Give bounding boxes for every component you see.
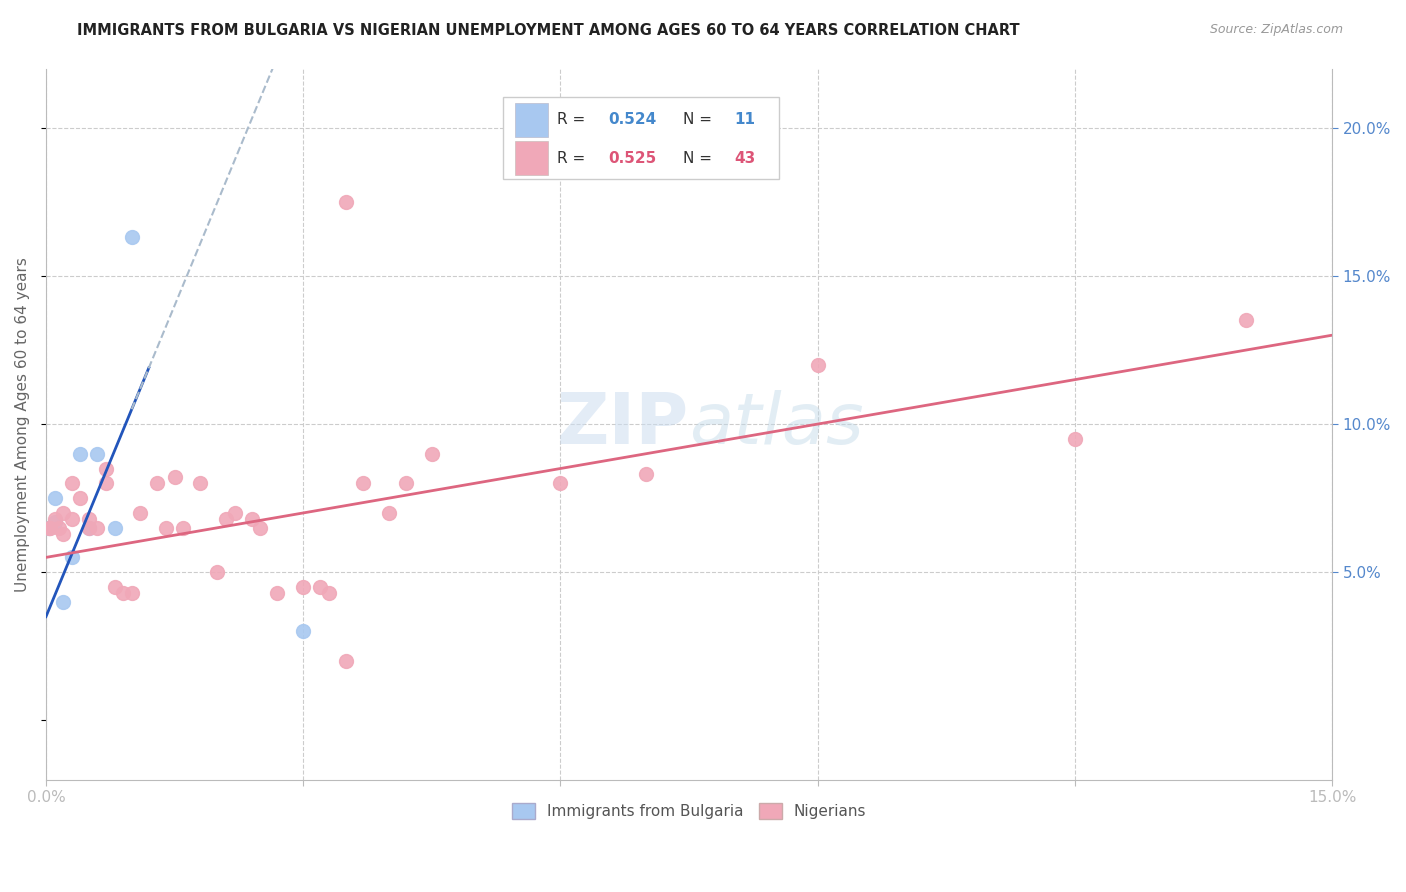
Point: [224, 506, 246, 520]
Point: [48, 521, 70, 535]
Point: [77, 512, 100, 526]
Point: [52, 526, 75, 541]
Point: [52, 595, 75, 609]
Point: [807, 358, 830, 372]
Text: atlas: atlas: [689, 390, 863, 458]
Legend: Immigrants from Bulgaria, Nigerians: Immigrants from Bulgaria, Nigerians: [506, 797, 873, 825]
Point: [163, 470, 186, 484]
Point: [44, 491, 66, 505]
Point: [94, 476, 117, 491]
Point: [420, 447, 443, 461]
Text: 0.524: 0.524: [607, 112, 657, 128]
Y-axis label: Unemployment Among Ages 60 to 64 years: Unemployment Among Ages 60 to 64 years: [15, 257, 30, 591]
Point: [550, 476, 572, 491]
Point: [146, 476, 169, 491]
Point: [77, 521, 100, 535]
Point: [103, 521, 125, 535]
Point: [1064, 432, 1087, 446]
Point: [60, 550, 83, 565]
Text: R =: R =: [557, 112, 589, 128]
Text: 11: 11: [734, 112, 755, 128]
Point: [60, 512, 83, 526]
Point: [266, 586, 288, 600]
Point: [1236, 313, 1258, 327]
Bar: [516, 141, 547, 176]
Point: [44, 512, 66, 526]
Point: [249, 521, 271, 535]
Bar: [516, 103, 547, 137]
Point: [44, 515, 66, 529]
Point: [335, 194, 357, 209]
Text: N =: N =: [683, 112, 717, 128]
Point: [318, 586, 340, 600]
Text: R =: R =: [557, 151, 589, 166]
Point: [240, 512, 263, 526]
Point: [103, 580, 125, 594]
Point: [52, 506, 75, 520]
Point: [94, 461, 117, 475]
Point: [215, 512, 238, 526]
Point: [129, 506, 152, 520]
Point: [636, 467, 658, 482]
Point: [352, 476, 374, 491]
Point: [309, 580, 332, 594]
Point: [69, 491, 91, 505]
Point: [121, 586, 143, 600]
Point: [155, 521, 177, 535]
Point: [172, 521, 194, 535]
Point: [69, 447, 91, 461]
Text: Source: ZipAtlas.com: Source: ZipAtlas.com: [1209, 23, 1343, 37]
Point: [38, 521, 60, 535]
FancyBboxPatch shape: [502, 97, 779, 178]
Point: [121, 230, 143, 244]
Text: 0.525: 0.525: [607, 151, 657, 166]
Text: 43: 43: [734, 151, 755, 166]
Text: IMMIGRANTS FROM BULGARIA VS NIGERIAN UNEMPLOYMENT AMONG AGES 60 TO 64 YEARS CORR: IMMIGRANTS FROM BULGARIA VS NIGERIAN UNE…: [77, 23, 1019, 38]
Text: N =: N =: [683, 151, 717, 166]
Point: [292, 580, 315, 594]
Point: [112, 586, 135, 600]
Point: [395, 476, 418, 491]
Point: [60, 476, 83, 491]
Point: [378, 506, 401, 520]
Point: [86, 447, 108, 461]
Point: [207, 565, 229, 579]
Point: [38, 521, 60, 535]
Point: [39, 521, 62, 535]
Point: [292, 624, 315, 639]
Point: [77, 521, 100, 535]
Point: [86, 521, 108, 535]
Text: ZIP: ZIP: [557, 390, 689, 458]
Point: [188, 476, 211, 491]
Point: [335, 654, 357, 668]
